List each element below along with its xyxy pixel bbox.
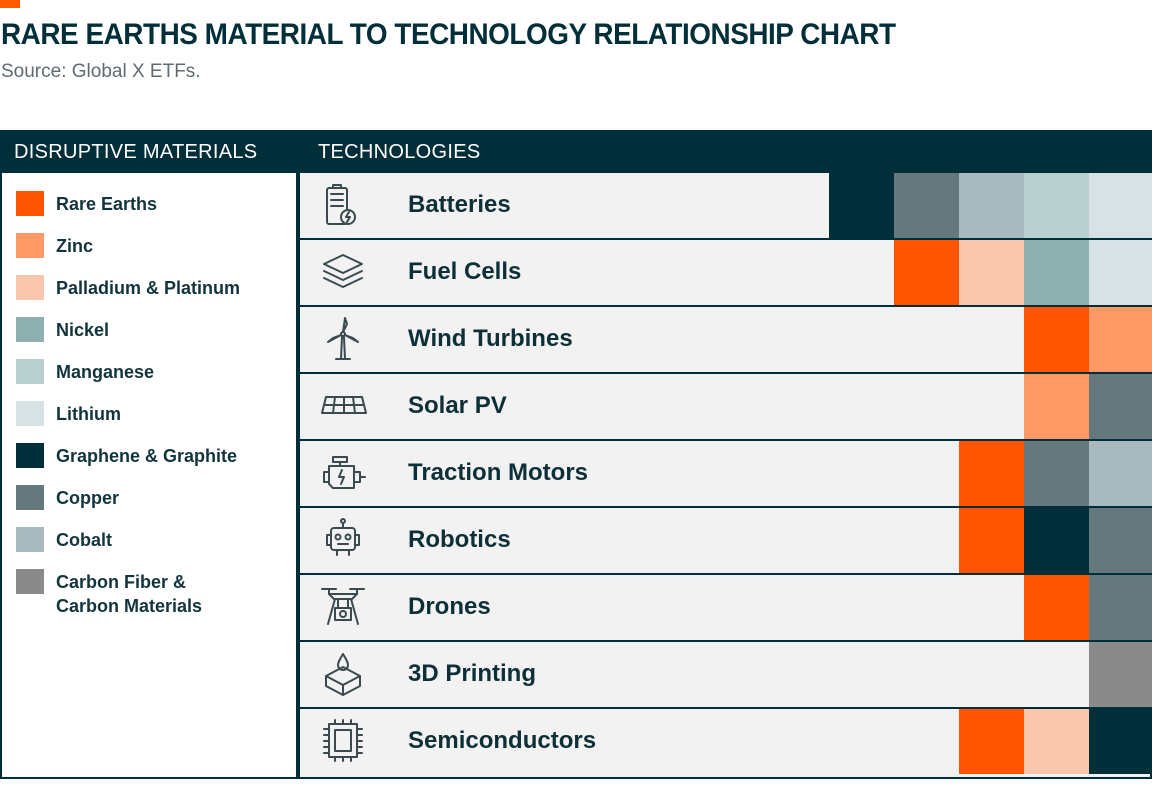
material-cell-graphene-graphite xyxy=(829,173,894,238)
legend-label: Nickel xyxy=(56,320,110,340)
material-cell-carbon-fiber-carbon-materials xyxy=(1089,642,1152,707)
legend-label: Cobalt xyxy=(56,530,112,550)
material-cell-copper xyxy=(1089,575,1152,640)
tech-label: Batteries xyxy=(408,191,511,218)
tech-row-batteries: Batteries xyxy=(298,173,1152,240)
tech-row-drones: Drones xyxy=(298,575,1152,642)
material-cell-graphene-graphite xyxy=(1089,709,1152,774)
tech-label: Drones xyxy=(408,593,491,620)
material-cell-copper xyxy=(1024,441,1089,506)
materials-legend: Rare Earths Zinc Palladium & Platinum Nicke… xyxy=(0,173,298,779)
legend-swatch xyxy=(16,485,44,510)
legend-swatch xyxy=(16,401,44,426)
legend-swatch xyxy=(16,569,44,594)
legend-label: Manganese xyxy=(56,362,155,382)
material-cell-palladium-platinum xyxy=(1024,709,1089,774)
material-cell-rare-earths xyxy=(894,240,959,305)
accent-bar xyxy=(0,0,20,8)
material-cell-copper xyxy=(1089,508,1152,573)
material-cell-zinc xyxy=(1024,374,1089,439)
chart-title: RARE EARTHS MATERIAL TO TECHNOLOGY RELAT… xyxy=(1,18,896,51)
tech-row-semiconductors: Semiconductors xyxy=(298,709,1152,779)
material-cell-copper xyxy=(894,173,959,238)
chip-icon xyxy=(318,718,368,764)
material-cell-copper xyxy=(1089,374,1152,439)
tech-label: Robotics xyxy=(408,526,511,553)
tech-row-traction-motors: Traction Motors xyxy=(298,441,1152,508)
tech-row-wind-turbines: Wind Turbines xyxy=(298,307,1152,374)
legend-swatch xyxy=(16,317,44,342)
material-cell-lithium xyxy=(1089,173,1152,238)
tech-label: Fuel Cells xyxy=(408,258,522,285)
layers-icon xyxy=(318,249,368,295)
legend-swatch xyxy=(16,359,44,384)
legend-swatch xyxy=(16,443,44,468)
legend-swatch xyxy=(16,275,44,300)
chart-source: Source: Global X ETFs. xyxy=(1,61,201,82)
solar-panel-icon xyxy=(318,383,368,429)
material-cell-manganese xyxy=(1024,173,1089,238)
material-cell-lithium xyxy=(1089,240,1152,305)
material-cell-cobalt xyxy=(1089,441,1152,506)
legend-label: Palladium & Platinum xyxy=(56,278,241,298)
legend-label: Zinc xyxy=(56,236,94,256)
drone-icon xyxy=(318,584,368,630)
legend-label: Graphene & Graphite xyxy=(56,446,238,466)
header-bar xyxy=(0,130,1152,173)
tech-label: Semiconductors xyxy=(408,727,597,754)
legend-swatch xyxy=(16,233,44,258)
motor-icon xyxy=(318,450,368,496)
material-cell-graphene-graphite xyxy=(1024,508,1089,573)
technologies-header: TECHNOLOGIES xyxy=(318,141,481,163)
material-cell-nickel xyxy=(1024,240,1089,305)
legend-label: Lithium xyxy=(56,404,121,424)
material-cell-rare-earths xyxy=(1024,575,1089,640)
legend-label: Copper xyxy=(56,488,119,508)
material-cell-rare-earths xyxy=(959,441,1024,506)
tech-row-robotics: Robotics xyxy=(298,508,1152,575)
material-cell-rare-earths xyxy=(1024,307,1089,372)
tech-label: 3D Printing xyxy=(408,660,537,687)
tech-label: Traction Motors xyxy=(408,459,589,486)
technologies-grid: Batteries Fuel Cells Wind Turbines Solar PV… xyxy=(298,173,1152,779)
legend-label: Carbon Fiber & Carbon Materials xyxy=(56,572,203,616)
material-cell-rare-earths xyxy=(959,709,1024,774)
battery-icon xyxy=(318,182,368,228)
legend-label: Rare Earths xyxy=(56,194,158,214)
materials-header: DISRUPTIVE MATERIALS xyxy=(14,141,258,163)
tech-row-3d-printing: 3D Printing xyxy=(298,642,1152,709)
tech-label: Solar PV xyxy=(408,392,507,419)
material-cell-zinc xyxy=(1089,307,1152,372)
material-cell-palladium-platinum xyxy=(959,240,1024,305)
tech-row-fuel-cells: Fuel Cells xyxy=(298,240,1152,307)
legend-swatch xyxy=(16,191,44,216)
material-cell-cobalt xyxy=(959,173,1024,238)
legend-swatch xyxy=(16,527,44,552)
3d-printing-icon xyxy=(318,651,368,697)
material-cell-rare-earths xyxy=(959,508,1024,573)
tech-row-solar-pv: Solar PV xyxy=(298,374,1152,441)
wind-turbine-icon xyxy=(318,316,368,362)
robot-icon xyxy=(318,517,368,563)
tech-label: Wind Turbines xyxy=(408,325,573,352)
